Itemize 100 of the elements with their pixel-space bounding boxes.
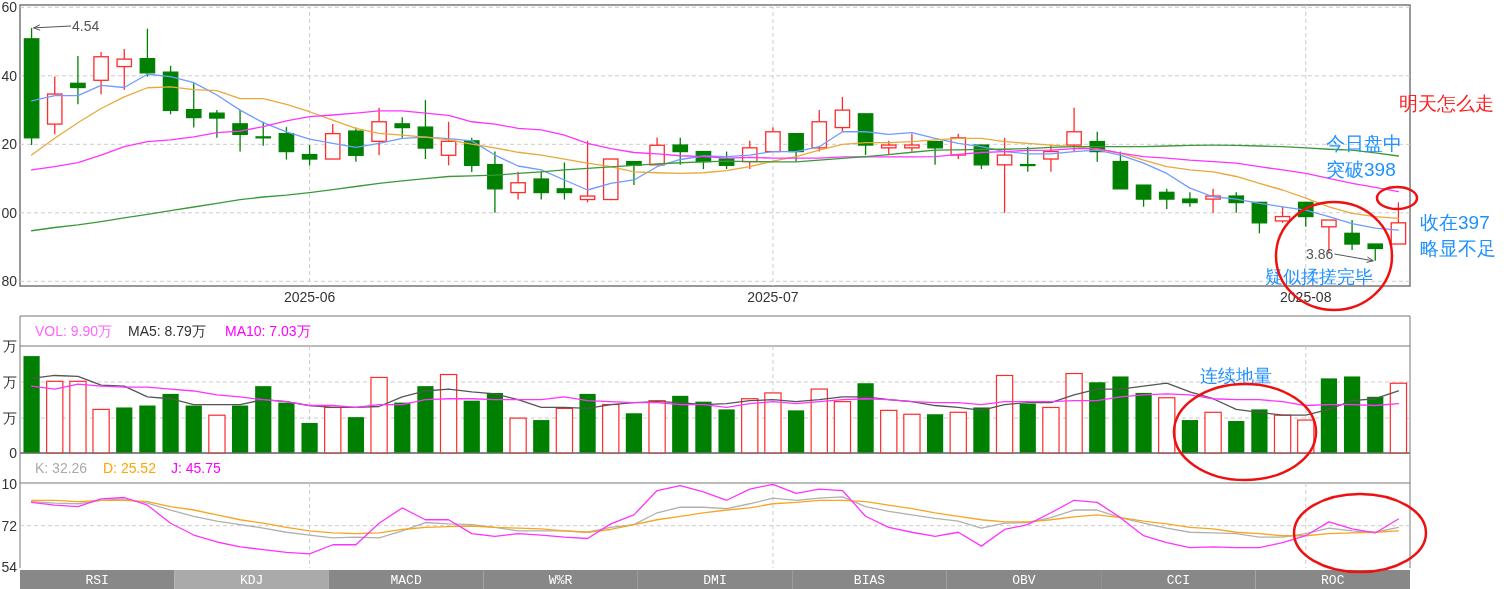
text: 72	[1, 518, 18, 534]
text: K: 32.26	[35, 460, 88, 476]
candlestick	[255, 121, 272, 147]
candlestick	[1066, 107, 1082, 153]
bar	[231, 405, 249, 453]
candlestick	[510, 171, 526, 201]
bar	[1367, 396, 1384, 453]
bar	[370, 376, 388, 454]
bar	[579, 393, 596, 453]
bar	[486, 392, 504, 453]
candlestick	[185, 82, 202, 129]
bar	[347, 417, 365, 453]
candlestick	[116, 48, 133, 91]
text: DMI	[703, 573, 727, 588]
bar	[1228, 421, 1245, 453]
candlestick	[579, 140, 596, 203]
candlestick	[556, 161, 573, 201]
annotation: 3.86	[1306, 246, 1334, 262]
bar	[278, 402, 295, 453]
bar	[1112, 376, 1129, 453]
candlestick	[278, 126, 295, 161]
candlestick	[70, 55, 86, 105]
bar	[833, 401, 852, 454]
candlestick	[1158, 188, 1175, 210]
bar	[463, 400, 480, 453]
candlestick	[209, 109, 225, 139]
bar	[857, 383, 874, 453]
bar	[162, 393, 179, 453]
bar	[602, 403, 620, 454]
text: 40	[1, 68, 18, 84]
bar	[926, 414, 944, 453]
text: BIAS	[853, 573, 886, 588]
candlestick	[927, 140, 943, 166]
candlestick	[672, 137, 689, 166]
text: 万	[3, 374, 17, 390]
x-tick-label: 2025-06	[283, 289, 336, 305]
candlestick	[301, 144, 318, 167]
bar	[718, 409, 735, 453]
bar	[1343, 376, 1361, 453]
text: 万	[3, 338, 17, 354]
bar	[741, 398, 759, 454]
bar	[394, 402, 411, 453]
bar	[46, 380, 64, 454]
candlestick	[1019, 146, 1036, 173]
text: 80	[1, 273, 18, 289]
candlestick	[788, 132, 804, 163]
bar	[417, 386, 434, 453]
bar	[880, 409, 898, 454]
candlestick	[139, 27, 156, 78]
bar	[1042, 406, 1060, 454]
candlestick	[1344, 219, 1360, 251]
bar	[1251, 409, 1268, 453]
candlestick	[834, 96, 851, 133]
annotation: 今日盘中	[1326, 133, 1402, 154]
text: 54	[1, 559, 18, 575]
bar	[23, 356, 40, 453]
annotation: 突破398	[1326, 159, 1396, 180]
text: MA10: 7.03万	[225, 323, 311, 339]
bar	[533, 420, 550, 453]
candlestick	[1182, 191, 1198, 208]
bar	[949, 411, 967, 454]
bar	[625, 413, 643, 453]
bar	[439, 373, 458, 454]
candlestick	[440, 121, 457, 166]
text: VOL: 9.90万	[35, 323, 113, 339]
annotation: 明天怎么走	[1399, 93, 1494, 114]
bar	[92, 408, 110, 454]
bar	[1019, 403, 1036, 453]
candlestick	[1390, 201, 1407, 245]
bar	[787, 410, 805, 453]
text: D: 25.52	[103, 460, 157, 476]
bar	[116, 407, 133, 453]
bar	[973, 407, 990, 453]
bar	[324, 406, 342, 454]
bar	[672, 395, 689, 453]
candlestick	[417, 99, 434, 160]
text: 略显不足	[1420, 238, 1496, 259]
bar	[1320, 378, 1338, 453]
text: RSI	[85, 573, 109, 588]
text: J: 45.75	[171, 460, 222, 476]
bar	[1297, 419, 1315, 454]
x-tick-label: 2025-07	[747, 289, 799, 305]
bar	[509, 417, 527, 454]
text: ROC	[1321, 573, 1345, 588]
text: KDJ	[239, 573, 264, 588]
text: 10	[1, 476, 18, 492]
text: 60	[1, 0, 18, 15]
bar	[555, 407, 574, 454]
text: W%R	[548, 573, 573, 588]
candlestick	[904, 132, 920, 153]
bar	[301, 422, 318, 453]
text: 20	[1, 136, 18, 152]
bar	[208, 414, 226, 454]
annotation: 4.54	[72, 18, 100, 34]
bar	[764, 392, 782, 454]
candlestick	[371, 107, 387, 156]
bar	[1389, 382, 1408, 454]
bar	[995, 374, 1014, 454]
bar	[810, 388, 828, 454]
bar	[1273, 414, 1292, 454]
